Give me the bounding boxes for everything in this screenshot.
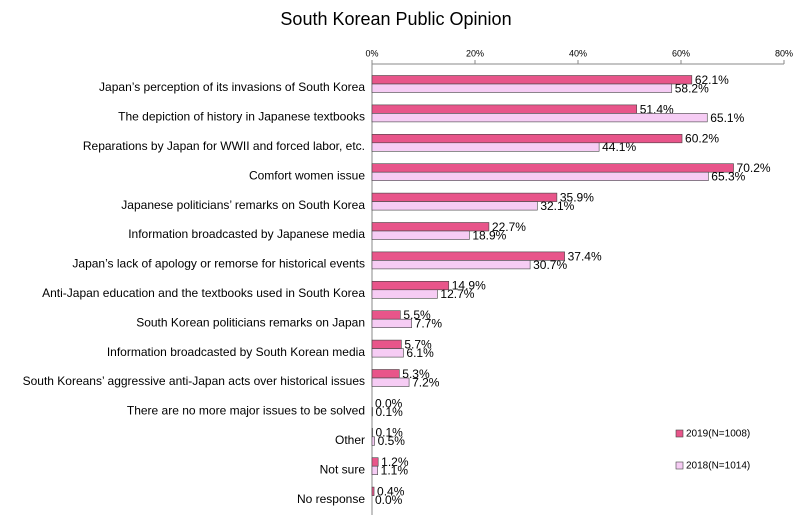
value-label: 18.9%: [472, 228, 506, 242]
bar: [371, 142, 600, 152]
value-label: 0.4%: [377, 485, 405, 499]
bar: [371, 427, 373, 438]
category-label: There are no more major issues to be sol…: [127, 404, 365, 418]
x-tick-label: 40%: [569, 48, 587, 58]
category-label: South Koreans’ aggressive anti-Japan act…: [23, 374, 365, 388]
x-tick-label: 60%: [672, 48, 690, 58]
bar: [371, 201, 538, 211]
bar: [371, 289, 438, 299]
category-label: Japan’s perception of its invasions of S…: [99, 80, 365, 94]
value-label: 6.1%: [406, 346, 434, 360]
bar: [371, 377, 410, 387]
value-label: 0.1%: [376, 405, 404, 419]
bar: [371, 457, 379, 467]
value-label: 51.4%: [640, 102, 674, 116]
value-label: 14.9%: [452, 279, 486, 293]
category-label: Other: [335, 433, 365, 447]
value-label: 30.7%: [533, 258, 567, 272]
category-label: Information broadcasted by South Korean …: [107, 345, 365, 359]
bar: [371, 104, 638, 114]
bar: [371, 113, 708, 123]
bar: [371, 486, 375, 496]
value-label: 62.1%: [695, 73, 729, 87]
x-tick-label: 0%: [365, 48, 378, 58]
legend-label: 2019(N=1008): [686, 429, 750, 440]
value-label: 12.7%: [440, 287, 474, 301]
value-label: 22.7%: [492, 220, 526, 234]
value-label: 5.7%: [404, 338, 432, 352]
bar: [371, 230, 470, 240]
bar: [371, 83, 673, 93]
value-label: 1.2%: [381, 455, 409, 469]
bar: [371, 310, 401, 320]
bar: [371, 465, 378, 476]
category-label: Not sure: [320, 462, 366, 476]
bar: [371, 318, 412, 329]
category-label: The depiction of history in Japanese tex…: [118, 110, 365, 124]
bar: [371, 260, 531, 270]
value-label: 5.5%: [403, 308, 431, 322]
value-label: 0.0%: [375, 396, 403, 410]
value-label: 7.7%: [415, 317, 443, 331]
legend-label: 2018(N=1014): [686, 461, 750, 472]
bar: [371, 369, 400, 379]
legend-swatch: [675, 461, 684, 470]
value-label: 7.2%: [412, 375, 440, 389]
value-label: 60.2%: [685, 132, 719, 146]
value-label: 0.1%: [376, 426, 404, 440]
bar: [371, 348, 404, 358]
category-label: Japanese politicians’ remarks on South K…: [121, 198, 365, 212]
category-label: South Korean politicians remarks on Japa…: [136, 315, 365, 329]
value-label: 37.4%: [568, 249, 602, 263]
x-tick-label: 20%: [466, 48, 484, 58]
chart-title: South Korean Public Opinion: [280, 9, 511, 29]
value-label: 0.0%: [375, 493, 403, 507]
value-label: 65.3%: [711, 170, 745, 184]
value-label: 65.1%: [710, 111, 744, 125]
bar: [371, 339, 402, 349]
bar: [371, 436, 375, 446]
category-label: Information broadcasted by Japanese medi…: [128, 227, 365, 241]
value-label: 44.1%: [602, 140, 636, 154]
bar: [371, 75, 693, 85]
value-label: 0.5%: [378, 434, 406, 448]
category-label: Anti-Japan education and the textbooks u…: [42, 286, 365, 300]
value-label: 5.3%: [402, 367, 430, 381]
value-label: 58.2%: [675, 81, 709, 95]
x-tick-label: 80%: [775, 48, 793, 58]
bar: [371, 192, 558, 202]
value-label: 32.1%: [540, 199, 574, 213]
bar: [371, 171, 709, 181]
category-label: Reparations by Japan for WWII and forced…: [83, 139, 365, 153]
bar: [371, 280, 450, 291]
category-label: No response: [297, 492, 365, 506]
category-label: Japan’s lack of apology or remorse for h…: [72, 257, 365, 271]
value-label: 35.9%: [560, 191, 594, 205]
value-label: 1.1%: [381, 464, 409, 478]
category-label: Comfort women issue: [249, 168, 365, 182]
bar: [371, 163, 734, 173]
value-label: 70.2%: [737, 161, 771, 175]
legend-swatch: [675, 429, 684, 438]
bar: [371, 407, 373, 417]
